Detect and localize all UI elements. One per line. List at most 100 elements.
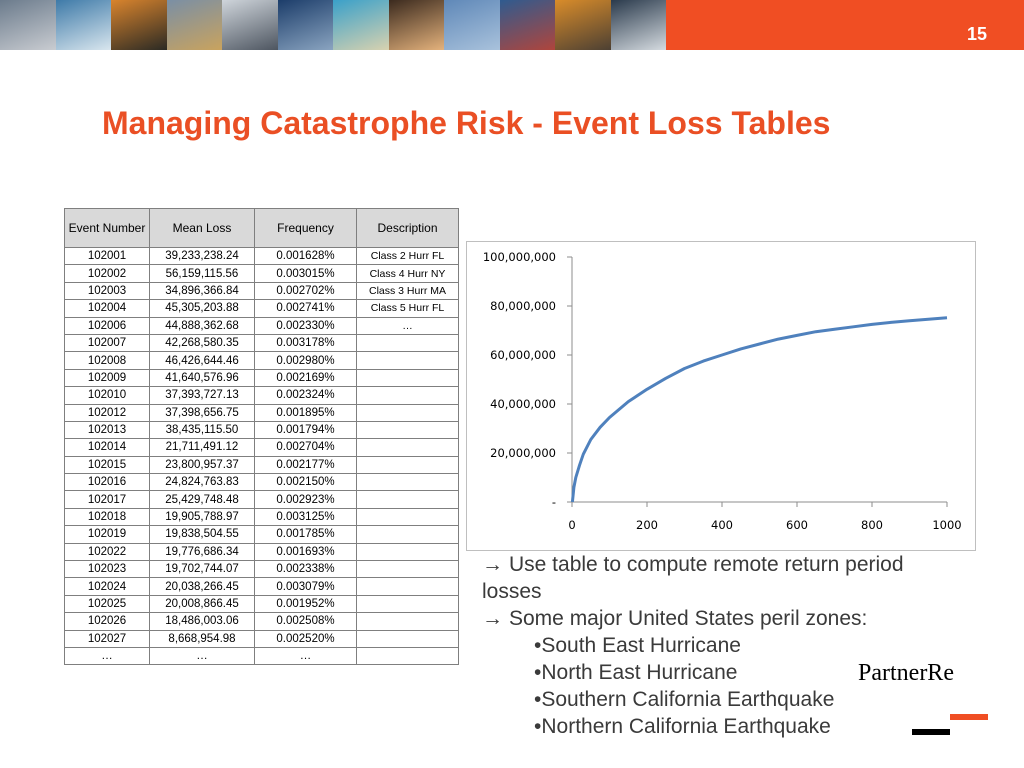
table-row: 102019 19,838,504.55 0.001785% [64, 525, 459, 544]
cell-mean-loss: 38,435,115.50 [149, 421, 255, 440]
cell-frequency: 0.001895% [254, 404, 357, 422]
cell-frequency: 0.001952% [254, 595, 357, 614]
cell-mean-loss: 34,896,366.84 [149, 282, 255, 301]
list-item: •Northern California Earthquake [534, 715, 831, 738]
note-compute: → Use table to compute remote return peri… [482, 551, 962, 605]
cell-mean-loss: 8,668,954.98 [149, 630, 255, 648]
partnerre-logo: PartnerRe [858, 660, 954, 686]
cell-description [356, 351, 459, 370]
return-period-chart: - 20,000,000 40,000,000 60,000,000 80,000,00… [466, 241, 976, 551]
x-tick-label: 200 [636, 518, 658, 532]
cell-frequency: 0.002702% [254, 282, 357, 301]
y-tick-label: 20,000,000 [490, 446, 556, 460]
list-item: •Southern California Earthquake [534, 688, 835, 711]
cell-event-number: 102013 [64, 421, 150, 440]
cell-event-number: 102019 [64, 525, 150, 544]
cell-mean-loss: 37,398,656.75 [149, 404, 255, 422]
container-ship-photo [499, 0, 555, 50]
cell-description [356, 438, 459, 457]
cell-event-number: 102010 [64, 386, 150, 405]
chart-svg: - 20,000,000 40,000,000 60,000,000 80,000,00… [483, 250, 962, 532]
cell-frequency: 0.003178% [254, 334, 357, 353]
cell-mean-loss: 37,393,727.13 [149, 386, 255, 405]
cell-description: … [356, 317, 459, 335]
cell-frequency: 0.002704% [254, 438, 357, 457]
x-tick-label: 1000 [932, 518, 961, 532]
factory-photo [444, 0, 500, 50]
cell-frequency: 0.002741% [254, 299, 357, 318]
table-header-row: Event Number Mean Loss Frequency Descrip… [64, 208, 459, 248]
cell-description [356, 386, 459, 405]
cell-event-number: 102023 [64, 560, 150, 579]
table-row: 102006 44,888,362.68 0.002330%… [64, 317, 459, 335]
cell-mean-loss: 24,824,763.83 [149, 473, 255, 492]
event-loss-table: Event Number Mean Loss Frequency Descrip… [64, 208, 459, 666]
cell-description [356, 543, 459, 562]
x-tick-label: 0 [568, 518, 575, 532]
cell-description [356, 334, 459, 353]
y-tick-label: 100,000,000 [483, 250, 556, 264]
cell-description [356, 473, 459, 492]
cell-mean-loss: 19,702,744.07 [149, 560, 255, 579]
cell-frequency: 0.002150% [254, 473, 357, 492]
cell-mean-loss: … [149, 647, 255, 666]
skyscraper-photo [222, 0, 278, 50]
cell-frequency: 0.002980% [254, 351, 357, 370]
table-row: 102015 23,800,957.37 0.002177% [64, 456, 459, 475]
table-row: 102009 41,640,576.96 0.002169% [64, 369, 459, 388]
cell-event-number: 102008 [64, 351, 150, 370]
cell-event-number: 102016 [64, 473, 150, 492]
cell-event-number: … [64, 647, 150, 666]
cell-event-number: 102002 [64, 264, 150, 283]
note-peril-zones-text: Some major United States peril zones: [509, 607, 868, 630]
cell-event-number: 102009 [64, 369, 150, 388]
cell-event-number: 102012 [64, 404, 150, 422]
table-row: 102004 45,305,203.88 0.002741% Class 5 Hurr… [64, 299, 459, 318]
header-photo-strip [0, 0, 666, 50]
list-item: •North East Hurricane [534, 661, 738, 684]
cell-frequency: 0.002330% [254, 317, 357, 335]
cell-frequency: 0.002520% [254, 630, 357, 648]
cell-frequency: 0.002324% [254, 386, 357, 405]
cell-mean-loss: 23,800,957.37 [149, 456, 255, 475]
cell-event-number: 102018 [64, 508, 150, 527]
cell-frequency: 0.003015% [254, 264, 357, 283]
cell-description [356, 369, 459, 388]
table-row: 102001 39,233,238.24 0.001628% Class 2 Hurr… [64, 246, 459, 266]
cell-frequency: 0.002338% [254, 560, 357, 579]
cell-event-number: 102004 [64, 299, 150, 318]
arrow-right-icon: → [482, 607, 503, 630]
table-row: 102025 20,008,866.45 0.001952% [64, 595, 459, 614]
cell-mean-loss: 20,008,866.45 [149, 595, 255, 614]
table-row: 102003 34,896,366.84 0.002702% Class 3 Hurr… [64, 282, 459, 301]
cell-description: Class 5 Hurr FL [356, 299, 459, 318]
table-row: 102010 37,393,727.13 0.002324% [64, 386, 459, 405]
header-accent-bar [666, 0, 1024, 50]
cell-description [356, 647, 459, 666]
cell-description: Class 4 Hurr NY [356, 264, 459, 283]
table-row: 102026 18,486,003.06 0.002508% [64, 612, 459, 631]
x-tick-label: 400 [711, 518, 733, 532]
cell-description: Class 3 Hurr MA [356, 282, 459, 301]
x-tick-label: 800 [861, 518, 883, 532]
cell-mean-loss: 44,888,362.68 [149, 317, 255, 335]
cell-mean-loss: 20,038,266.45 [149, 577, 255, 596]
cell-frequency: 0.002169% [254, 369, 357, 388]
note-compute-text: Use table to compute remote return perio… [482, 553, 904, 603]
cell-description [356, 404, 459, 422]
cell-event-number: 102001 [64, 246, 150, 266]
cell-mean-loss: 42,268,580.35 [149, 334, 255, 353]
table-row: 102013 38,435,115.50 0.001794% [64, 421, 459, 440]
cell-mean-loss: 19,838,504.55 [149, 525, 255, 544]
table-row: 102023 19,702,744.07 0.002338% [64, 560, 459, 579]
cell-event-number: 102015 [64, 456, 150, 475]
header-frequency: Frequency [254, 208, 357, 248]
cell-frequency: 0.003125% [254, 508, 357, 527]
cell-mean-loss: 25,429,748.48 [149, 490, 255, 509]
cell-description [356, 630, 459, 648]
table-row: 102027 8,668,954.98 0.002520% [64, 630, 459, 648]
table-row: 102016 24,824,763.83 0.002150% [64, 473, 459, 492]
cell-description [356, 490, 459, 509]
table-row: 102007 42,268,580.35 0.003178% [64, 334, 459, 353]
y-tick-label: 80,000,000 [490, 299, 556, 313]
